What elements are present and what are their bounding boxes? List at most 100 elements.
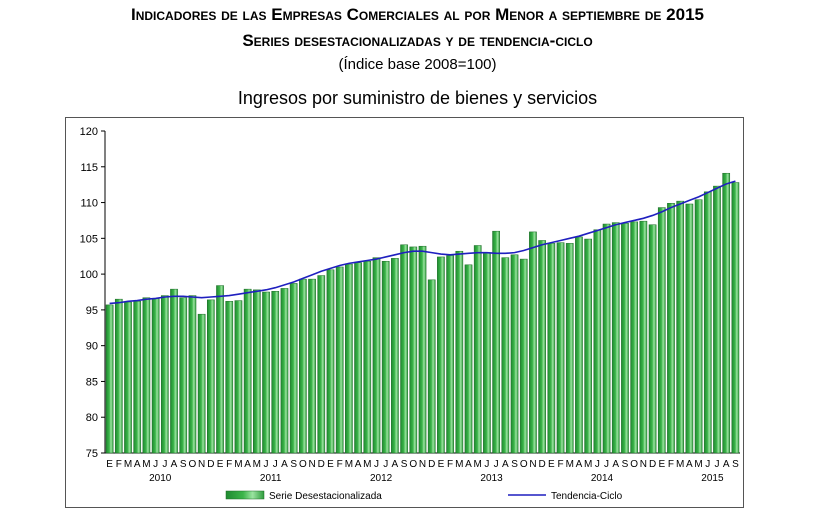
x-tick-label: F [226, 459, 232, 470]
bar [703, 191, 712, 454]
bar [179, 297, 188, 454]
x-tick-label: N [529, 459, 536, 470]
x-tick-label: M [363, 459, 371, 470]
x-tick-label: A [686, 459, 693, 470]
x-tick-label: F [668, 459, 674, 470]
y-tick-label: 110 [80, 198, 98, 210]
bar [529, 231, 537, 454]
x-tick-label: S [290, 459, 297, 470]
bar [308, 278, 316, 454]
bar [630, 221, 639, 454]
x-tick-label: N [419, 459, 426, 470]
bar [427, 279, 436, 454]
x-tick-label: E [658, 459, 665, 470]
bar [667, 203, 675, 454]
bar [464, 264, 473, 454]
x-tick-label: O [630, 459, 638, 470]
bar [354, 262, 362, 454]
bar [280, 288, 289, 454]
year-label: 2013 [480, 473, 503, 484]
x-tick-label: A [612, 459, 619, 470]
x-tick-label: F [116, 459, 122, 470]
bar [602, 223, 611, 454]
x-tick-label: O [299, 459, 307, 470]
bar [418, 245, 427, 454]
bar [206, 299, 215, 454]
x-tick-label: M [474, 459, 482, 470]
y-tick-label: 75 [86, 448, 98, 460]
bar [225, 301, 234, 454]
bar [694, 199, 703, 454]
x-tick-label: F [557, 459, 563, 470]
bar [188, 295, 197, 454]
base-note: (Índice base 2008=100) [338, 56, 497, 73]
x-tick-label: A [576, 459, 583, 470]
legend-label-bars: Serie Desestacionalizada [269, 491, 382, 502]
bar [124, 301, 132, 454]
x-tick-label: A [171, 459, 178, 470]
x-tick-label: J [273, 459, 278, 470]
bar [547, 243, 556, 454]
bar [713, 185, 721, 454]
bar [593, 229, 602, 454]
y-tick-label: 120 [80, 126, 98, 138]
x-tick-label: D [649, 459, 656, 470]
bar [556, 242, 565, 454]
bar [160, 295, 169, 454]
x-tick-label: N [308, 459, 315, 470]
x-tick-label: A [465, 459, 472, 470]
bar [722, 172, 731, 454]
x-tick-label: E [106, 459, 113, 470]
legend-bar-swatch [225, 490, 265, 500]
x-tick-label: D [318, 459, 325, 470]
x-tick-label: F [337, 459, 343, 470]
bar [142, 297, 151, 454]
y-tick-label: 105 [80, 233, 98, 245]
x-tick-label: J [383, 459, 388, 470]
bar [676, 200, 685, 454]
x-tick-label: M [455, 459, 463, 470]
bar [621, 223, 629, 454]
x-tick-label: D [428, 459, 435, 470]
bar [565, 243, 574, 454]
trend-line [109, 180, 736, 305]
x-tick-label: A [392, 459, 399, 470]
bar [317, 275, 326, 454]
x-tick-label: M [566, 459, 574, 470]
bar [299, 278, 307, 454]
bar [216, 285, 224, 454]
x-tick-label: M [345, 459, 353, 470]
legend-label-trend: Tendencia-Ciclo [551, 491, 623, 502]
bar [437, 256, 445, 454]
bar [271, 291, 280, 454]
bar [400, 244, 408, 454]
bar [409, 246, 418, 454]
bar [372, 257, 381, 454]
bar [262, 291, 270, 454]
year-label: 2010 [149, 473, 172, 484]
bar [326, 269, 335, 454]
x-tick-label: J [714, 459, 719, 470]
x-tick-label: M [694, 459, 702, 470]
x-tick-label: A [281, 459, 288, 470]
x-tick-label: A [502, 459, 509, 470]
x-tick-label: O [520, 459, 528, 470]
x-tick-label: S [401, 459, 408, 470]
bar [584, 238, 592, 454]
x-tick-label: M [142, 459, 150, 470]
y-tick-label: 85 [86, 376, 98, 388]
x-tick-label: O [409, 459, 417, 470]
bar [197, 313, 206, 454]
bar [234, 300, 243, 454]
x-tick-label: J [705, 459, 710, 470]
bar [483, 252, 491, 454]
x-tick-label: D [539, 459, 546, 470]
bar [133, 301, 142, 454]
bar [381, 260, 390, 454]
bar-series [105, 172, 740, 454]
x-tick-label: A [723, 459, 730, 470]
bar [538, 240, 546, 454]
bar [253, 289, 261, 454]
bar [345, 263, 353, 454]
